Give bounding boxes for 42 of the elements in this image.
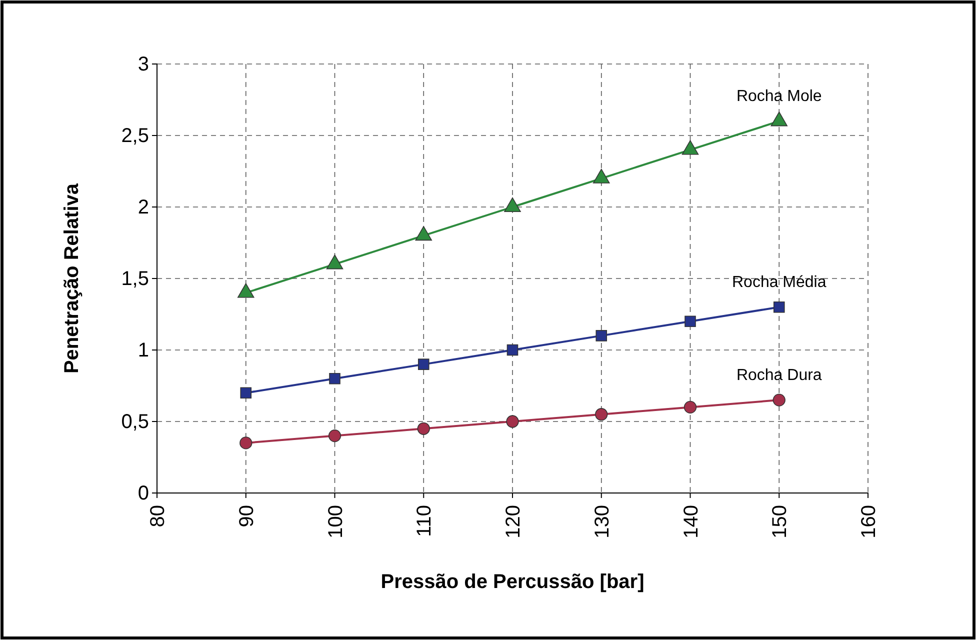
point [772, 394, 786, 406]
point [593, 168, 610, 184]
y-tick-label: 0 [138, 482, 149, 504]
series-label: Rocha Dura [736, 367, 822, 384]
x-tick-label: 130 [591, 505, 614, 538]
point [238, 283, 254, 298]
y-tick-label: 2 [138, 196, 149, 218]
point [328, 429, 342, 442]
y-tick-label: 1,5 [121, 268, 149, 290]
point [415, 226, 432, 241]
y-tick-label: 2,5 [121, 124, 149, 147]
x-tick-label: 80 [147, 505, 169, 528]
y-tick-label: 3 [138, 53, 149, 76]
point [417, 422, 430, 435]
point [595, 408, 608, 421]
point [596, 330, 608, 342]
y-tick-label: 0,5 [121, 410, 149, 433]
point [418, 358, 430, 370]
point [773, 301, 785, 313]
point [682, 140, 699, 155]
series-label: Rocha Mole [736, 88, 822, 106]
point [504, 197, 521, 212]
x-tick-label: 90 [236, 505, 258, 528]
point [326, 254, 344, 270]
x-axis-title: Pressão de Percussão [bar] [380, 571, 644, 593]
y-tick-label: 1 [138, 339, 149, 362]
point [684, 316, 696, 328]
point [506, 344, 518, 356]
point [329, 372, 340, 384]
x-tick-label: 110 [414, 505, 436, 537]
x-tick-label: 140 [680, 505, 702, 538]
series-label: Rocha Média [732, 274, 826, 292]
x-tick-label: 150 [769, 505, 792, 538]
x-tick-label: 120 [502, 505, 524, 538]
point [684, 400, 697, 414]
point [240, 436, 252, 450]
point [240, 387, 252, 399]
point [770, 112, 788, 126]
x-tick-label: 160 [858, 505, 880, 538]
y-axis-title: Penetração Relativa [61, 182, 83, 374]
point [506, 415, 519, 428]
x-tick-label: 100 [324, 505, 347, 538]
